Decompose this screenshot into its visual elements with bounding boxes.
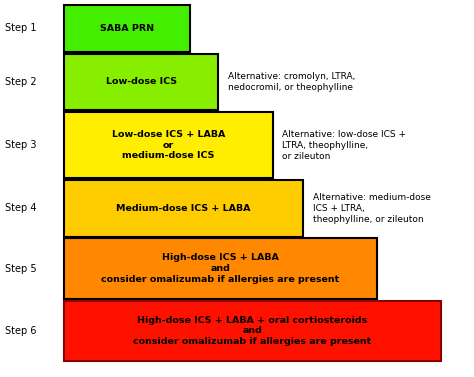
Text: Step 3: Step 3 xyxy=(5,140,36,150)
Text: Low-dose ICS: Low-dose ICS xyxy=(106,78,176,86)
Text: Low-dose ICS + LABA
or
medium-dose ICS: Low-dose ICS + LABA or medium-dose ICS xyxy=(111,130,225,160)
Text: Alternative: low-dose ICS +
LTRA, theophylline,
or zileuton: Alternative: low-dose ICS + LTRA, theoph… xyxy=(282,130,406,161)
Text: Step 4: Step 4 xyxy=(5,203,36,213)
FancyBboxPatch shape xyxy=(64,5,190,52)
Text: Alternative: medium-dose
ICS + LTRA,
theophylline, or zileuton: Alternative: medium-dose ICS + LTRA, the… xyxy=(313,193,431,224)
Text: Step 6: Step 6 xyxy=(5,326,36,336)
Text: Alternative: cromolyn, LTRA,
nedocromil, or theophylline: Alternative: cromolyn, LTRA, nedocromil,… xyxy=(228,72,355,92)
FancyBboxPatch shape xyxy=(64,54,218,110)
Text: Step 5: Step 5 xyxy=(5,264,36,274)
Text: High-dose ICS + LABA + oral cortiosteroids
and
consider omalizumab if allergies : High-dose ICS + LABA + oral cortiosteroi… xyxy=(133,316,372,346)
Text: Step 2: Step 2 xyxy=(5,77,36,87)
Text: High-dose ICS + LABA
and
consider omalizumab if allergies are present: High-dose ICS + LABA and consider omaliz… xyxy=(101,253,339,284)
FancyBboxPatch shape xyxy=(64,180,303,237)
FancyBboxPatch shape xyxy=(64,112,273,178)
FancyBboxPatch shape xyxy=(64,301,441,361)
Text: SABA PRN: SABA PRN xyxy=(100,24,154,33)
Text: Step 1: Step 1 xyxy=(5,23,36,33)
FancyBboxPatch shape xyxy=(64,239,377,299)
Text: Medium-dose ICS + LABA: Medium-dose ICS + LABA xyxy=(117,204,251,213)
